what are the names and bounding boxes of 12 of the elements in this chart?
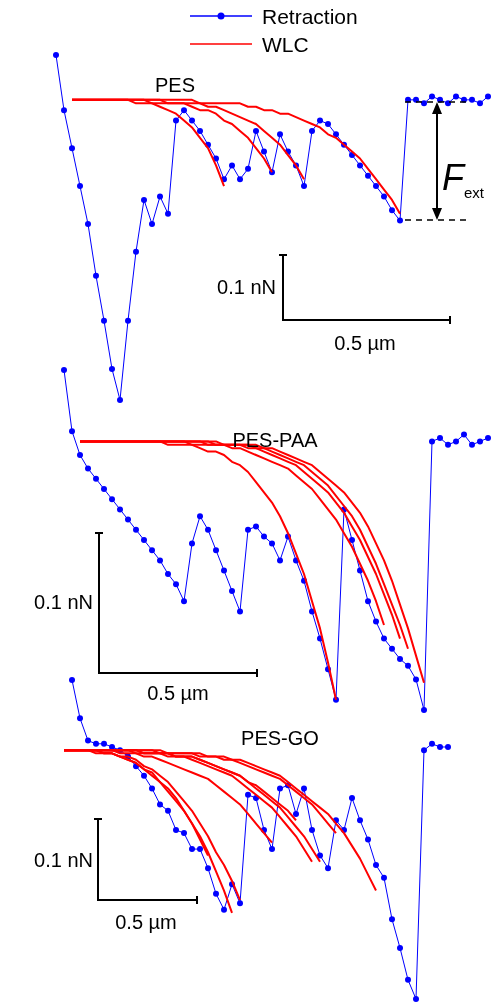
annotation: 0.1 nN [217, 276, 276, 298]
text: PES-PAA [232, 429, 318, 451]
text: PES [154, 74, 196, 96]
annotation: 0.1 nN [34, 849, 93, 871]
annotation: F$_{ext}$ [442, 156, 485, 202]
text: PES-GO [241, 727, 319, 749]
annotation: 0.5 µm [115, 911, 177, 933]
annotation: 0.5 µm [147, 682, 209, 704]
legend-label: Retraction [262, 4, 358, 28]
annotation: 0.5 µm [334, 332, 396, 354]
legend-label: WLC [262, 32, 309, 56]
annotation: 0.1 nN [34, 591, 93, 613]
